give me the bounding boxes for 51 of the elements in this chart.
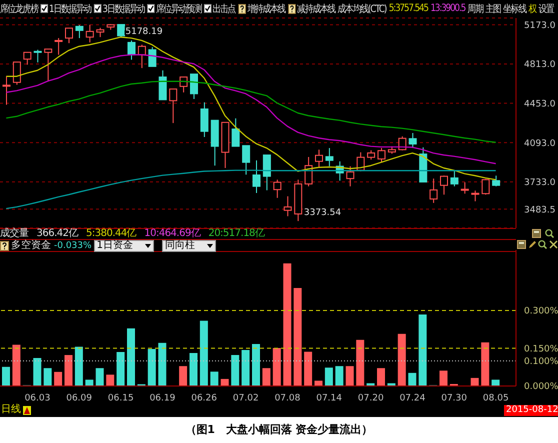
y-tick-label: 0.150%	[524, 344, 558, 354]
annotation: 1日资金	[96, 240, 133, 250]
x-tick-label: 06.19	[150, 393, 176, 404]
text: 2015-08-12	[504, 405, 558, 416]
text: （图1 大盘小幅回落 资金少量流出）	[184, 422, 374, 437]
text: 13:3900.5	[430, 3, 466, 14]
text: 设置	[538, 2, 554, 16]
x-tick-label: 07.14	[316, 393, 342, 404]
x-tick-label: 06.15	[108, 393, 134, 404]
annotation: 多空资金	[11, 240, 51, 250]
text: 出击点	[212, 2, 236, 16]
annotation: -0.033%	[54, 240, 92, 250]
text: 日线	[1, 404, 21, 415]
x-tick-label: 06.09	[66, 393, 92, 404]
text: 席位龙虎榜	[0, 2, 38, 16]
text: 坐标线	[503, 2, 526, 16]
x-tick-label: 07.02	[232, 393, 259, 404]
text: 1日数据异动	[49, 2, 92, 16]
x-tick-label: 06.03	[24, 393, 50, 404]
y-tick-label: 0.300%	[524, 306, 558, 317]
x-tick-label: 07.20	[358, 393, 384, 404]
text: 周期	[468, 2, 483, 16]
x-tick-label: 07.30	[441, 393, 468, 404]
y-tick-label: 4093.0	[524, 138, 556, 149]
x-tick-label: 06.26	[191, 393, 218, 404]
y-tick-label: 0.000%	[524, 382, 558, 392]
annotation: 5:380.44亿	[86, 228, 136, 239]
x-tick-label: 07.08	[274, 393, 301, 404]
annotation: 5178.19	[125, 27, 163, 38]
annotation: 20:517.18亿	[208, 228, 264, 239]
y-tick-label: 4813.0	[524, 60, 556, 70]
text: 减持成本线	[297, 2, 336, 16]
x-tick-label: 07.24	[400, 393, 426, 404]
y-tick-label: 4453.0	[524, 100, 556, 110]
text: 主图	[485, 2, 501, 16]
text: 权	[528, 2, 536, 16]
y-tick-label: 3733.0	[524, 178, 556, 188]
annotation: 成交量	[0, 228, 28, 239]
annotation: 3373.54	[304, 208, 342, 218]
annotation: 10:464.69亿	[144, 228, 200, 239]
y-tick-label: 3483.5	[524, 205, 556, 216]
text: 3日数据异动	[102, 2, 145, 16]
text: 席位异动预测	[156, 2, 202, 16]
annotation: 366.42亿	[36, 228, 78, 239]
annotation: 同向柱	[164, 240, 195, 250]
x-tick-label: 08.05	[482, 393, 509, 404]
y-tick-label: 5173.0	[524, 20, 556, 31]
text: 增持成本线	[247, 2, 286, 16]
text: 5:3757.545	[388, 3, 428, 14]
y-tick-label: 0.100%	[524, 357, 558, 368]
text: 成本均线(CTC)	[338, 2, 386, 16]
